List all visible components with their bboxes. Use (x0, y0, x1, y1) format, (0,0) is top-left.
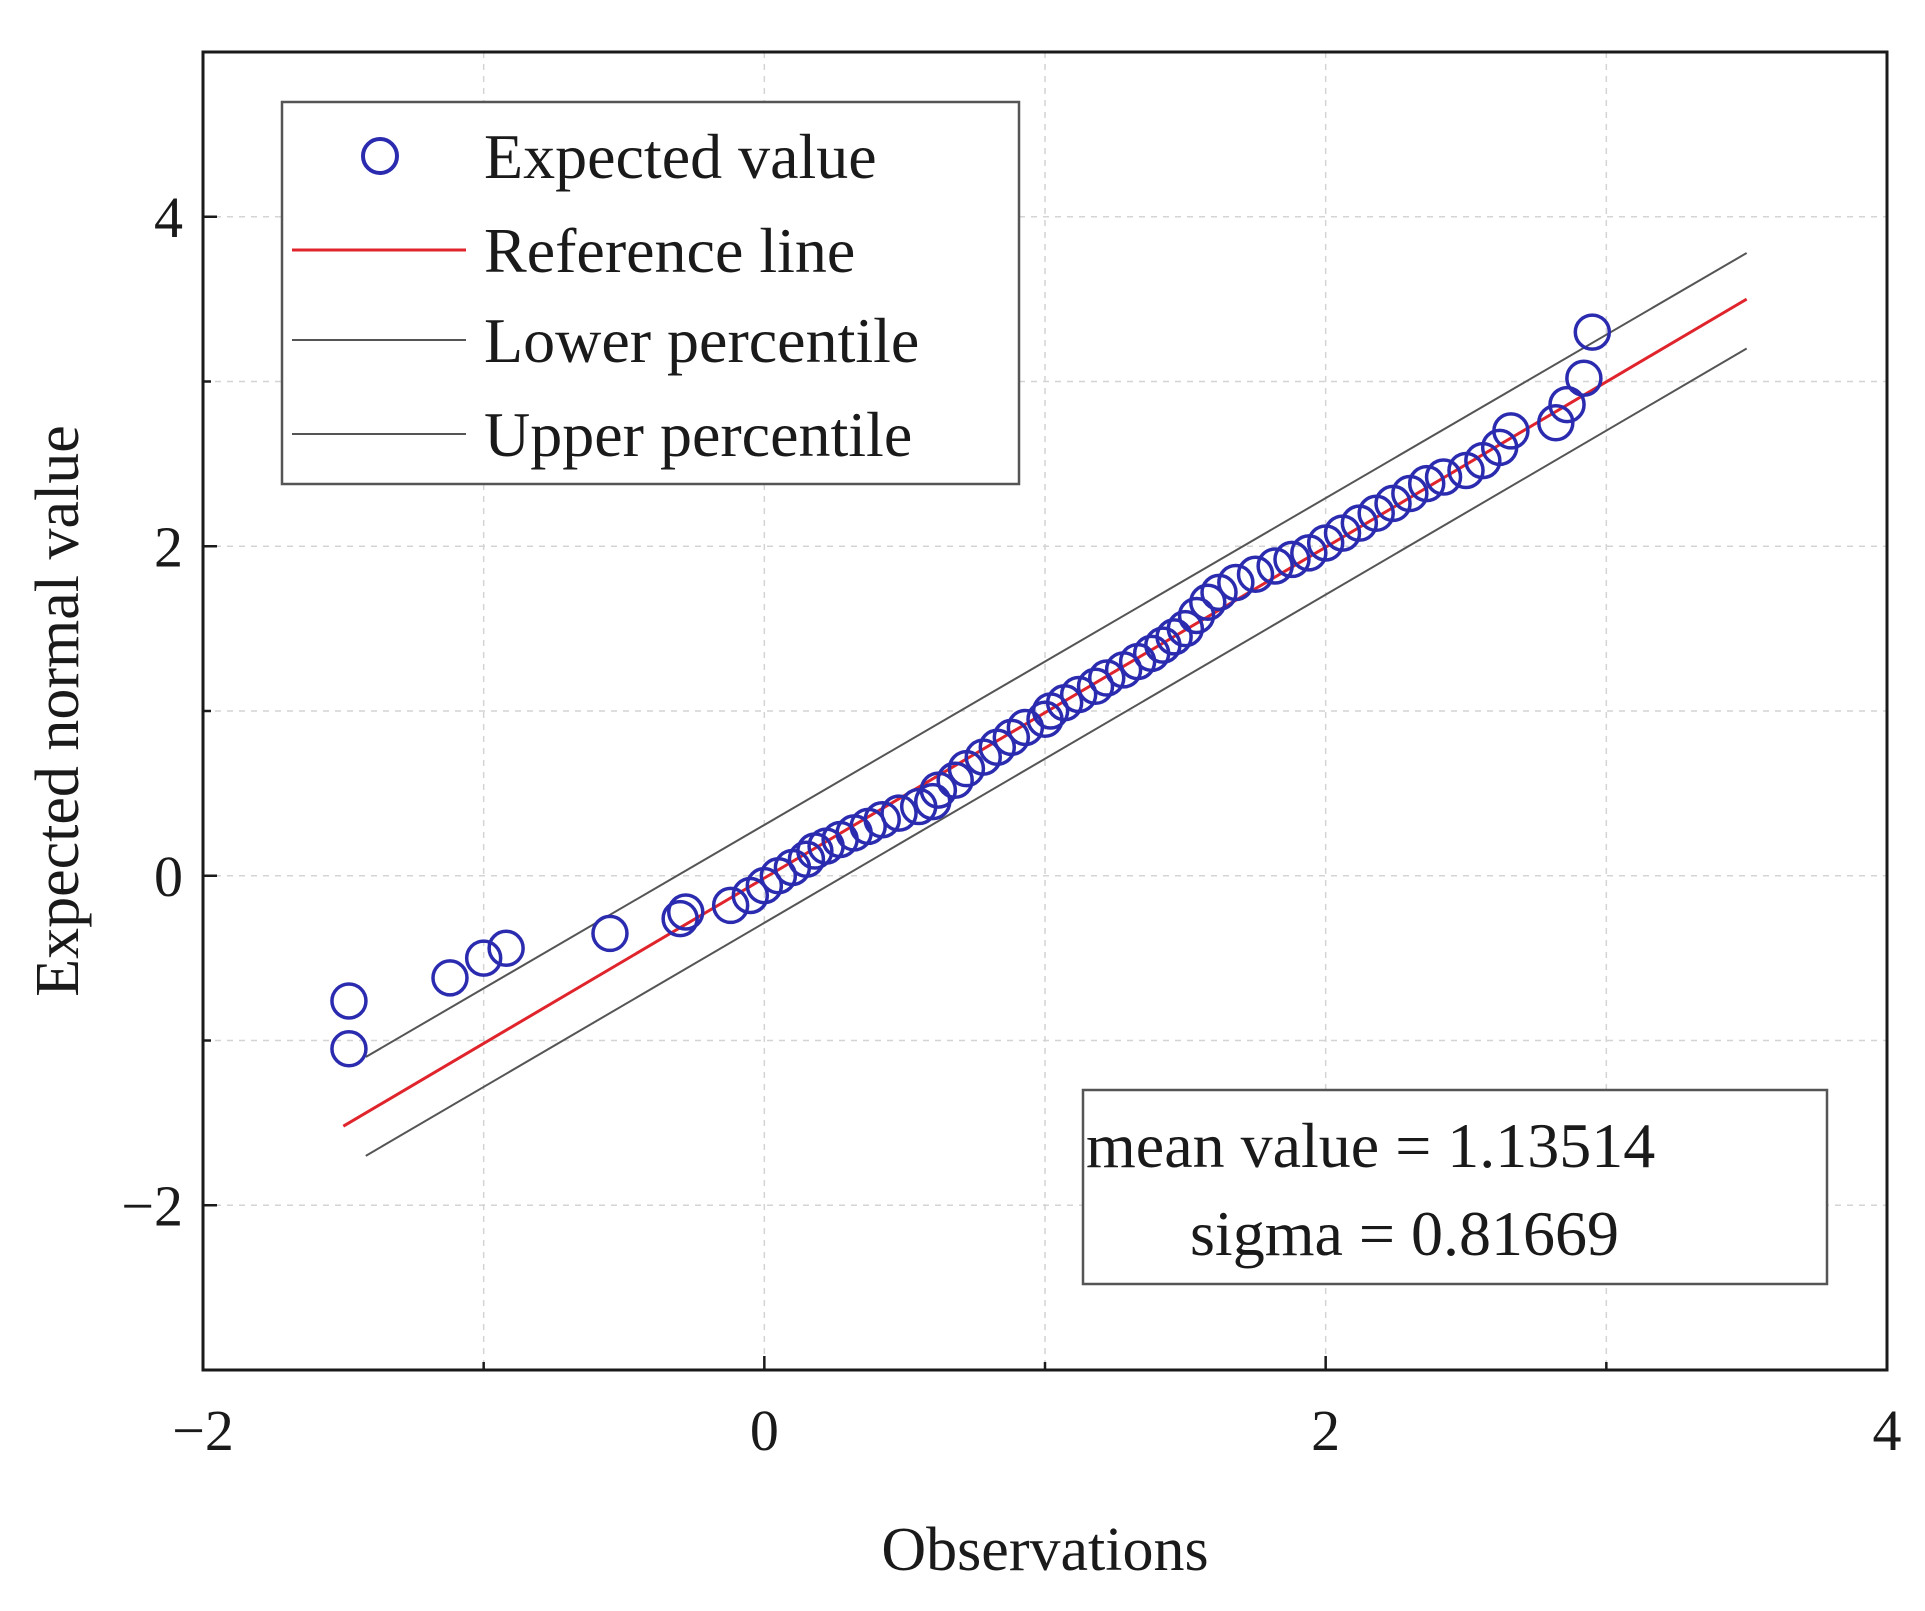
data-point (863, 800, 901, 839)
legend-label-expected-value: Expected value (484, 121, 877, 192)
legend-marker-expected-value (361, 137, 399, 175)
data-point (1565, 359, 1603, 397)
sigma-text: sigma = 0.81669 (1190, 1198, 1619, 1269)
x-tick-label: −2 (172, 1398, 234, 1463)
y-axis-label: Expected normal value (24, 425, 92, 997)
mean-value-text: mean value = 1.13514 (1086, 1110, 1655, 1181)
y-tick-label: 2 (154, 514, 183, 579)
x-axis-label: Observations (881, 1516, 1208, 1584)
data-point (1155, 618, 1193, 656)
data-point (1087, 659, 1126, 697)
legend-label-lower-percentile: Lower percentile (484, 305, 919, 376)
data-point (330, 982, 368, 1020)
data-point (1492, 412, 1530, 450)
y-tick-label: 4 (154, 185, 183, 250)
data-point (1076, 667, 1115, 706)
data-point (1144, 626, 1182, 664)
data-point (1256, 547, 1294, 585)
x-tick-label: 2 (1311, 1398, 1340, 1463)
data-point (330, 1029, 368, 1068)
y-tick-labels: −2 0 2 4 (121, 185, 183, 1239)
data-point (1424, 458, 1463, 496)
data-point (1189, 583, 1227, 622)
y-tick-label: 0 (154, 844, 183, 909)
stats-box-frame (1081, 1088, 1829, 1286)
data-point (936, 761, 974, 799)
data-point (1573, 313, 1612, 351)
data-point (880, 794, 918, 832)
data-point (464, 939, 503, 977)
data-point (1059, 675, 1098, 714)
data-point (666, 893, 705, 931)
data-point (661, 899, 699, 938)
legend-box (280, 100, 1021, 486)
data-point (431, 959, 469, 997)
data-point (487, 929, 525, 967)
data-point (1236, 555, 1275, 594)
data-point (787, 840, 826, 879)
data-point (1407, 464, 1446, 503)
legend-label-upper-percentile: Upper percentile (484, 399, 912, 470)
x-tick-label: 4 (1873, 1398, 1902, 1463)
scatter-points (330, 313, 1612, 1068)
data-point (1548, 385, 1586, 424)
stats-box: mean value = 1.13514 sigma = 0.81669 (1081, 1088, 1829, 1286)
data-point (1166, 609, 1205, 648)
axis-ticks (201, 50, 1889, 1372)
x-tick-labels: −2 0 2 4 (172, 1398, 1901, 1463)
data-point (1537, 403, 1575, 442)
x-tick-label: 0 (750, 1398, 779, 1463)
y-tick-label: −2 (121, 1173, 183, 1238)
lower-percentile (365, 347, 1748, 1157)
data-point (591, 914, 629, 953)
data-point (1217, 563, 1255, 602)
data-point (1177, 596, 1216, 635)
legend-label-reference-line: Reference line (484, 215, 855, 286)
legend: Expected value Reference line Lower perc… (280, 100, 1021, 486)
data-point (1273, 540, 1311, 579)
data-point (711, 886, 750, 925)
